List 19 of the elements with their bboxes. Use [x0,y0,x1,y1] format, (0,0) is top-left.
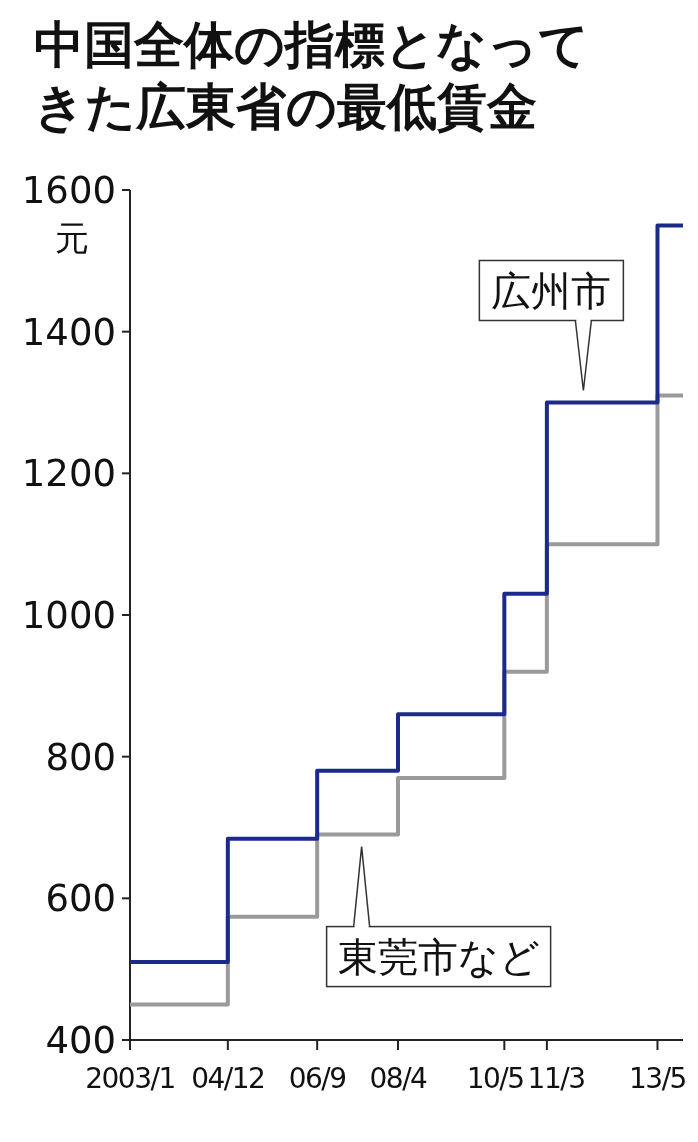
x-tick-label: 13/5 [629,1062,686,1095]
y-axis-title: 元 [55,218,89,258]
x-tick-label: 2003/1 [85,1062,175,1095]
series-label: 広州市 [491,267,612,314]
x-tick-label: 10/5 [466,1062,524,1095]
series-label: 東莞市など [337,933,540,980]
y-tick-label: 1600 [21,169,116,212]
title: きた広東省の最低賃金 [34,78,537,136]
x-tick-label: 11/3 [527,1062,585,1095]
x-tick-label: 06/9 [288,1062,346,1095]
x-tick-label: 08/4 [369,1062,428,1095]
y-tick-label: 400 [45,1019,116,1062]
y-tick-label: 800 [45,735,116,779]
y-tick-label: 1200 [21,452,116,496]
y-tick-label: 1400 [21,310,116,354]
y-tick-label: 600 [45,877,116,921]
x-tick-label: 04/12 [191,1062,265,1095]
title: 中国全体の指標となって [34,16,589,74]
y-tick-label: 1000 [21,594,116,637]
